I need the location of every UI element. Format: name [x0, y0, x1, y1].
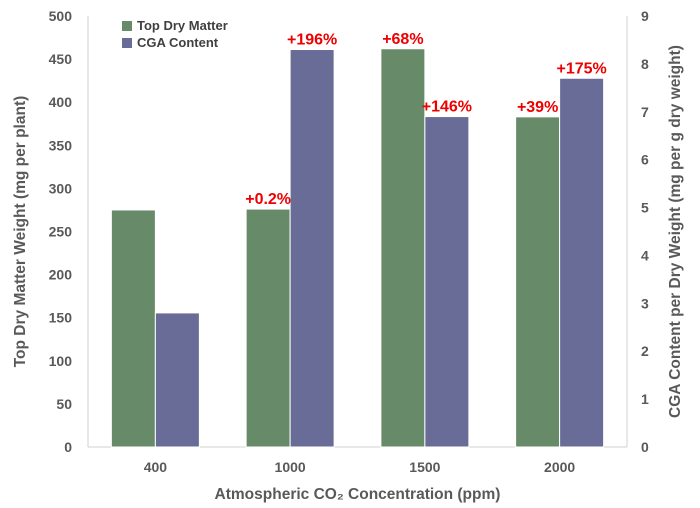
y2-tick-label: 1	[641, 391, 649, 407]
bar-top-dry-matter	[515, 116, 561, 448]
y-tick-label: 450	[49, 51, 73, 67]
bar-annotation: +146%	[422, 99, 472, 116]
bar-annotation: +0.2%	[245, 191, 291, 208]
x-tick-label: 1500	[409, 459, 440, 475]
legend: Top Dry Matter CGA Content	[122, 18, 228, 50]
x-axis-title: Atmospheric CO₂ Concentration (ppm)	[215, 486, 501, 503]
y2-tick-label: 7	[641, 104, 649, 120]
bars-group	[110, 48, 605, 448]
bar-top-dry-matter	[110, 209, 156, 448]
y-tick-label: 350	[49, 137, 73, 153]
bar-cga-content	[559, 77, 605, 448]
legend-label: Top Dry Matter	[137, 18, 228, 33]
bar-annotation: +196%	[287, 32, 337, 49]
y2-tick-label: 4	[641, 247, 649, 263]
y-tick-label: 100	[49, 353, 73, 369]
y2-tick-label: 8	[641, 56, 649, 72]
y2-axis-title: CGA Content per Dry Weight (mg per g dry…	[667, 45, 684, 418]
bar-cga-content	[424, 116, 470, 448]
legend-swatch	[122, 21, 132, 31]
x-tick-label: 400	[144, 459, 168, 475]
bar-annotation: +39%	[517, 99, 558, 116]
y-tick-label: 400	[49, 94, 73, 110]
y-tick-label: 150	[49, 310, 73, 326]
y2-tick-label: 3	[641, 295, 649, 311]
right-axis-ticks: 0 1 2 3 4 5 6 7 8 9	[641, 8, 649, 455]
y2-tick-label: 9	[641, 8, 649, 24]
y2-tick-label: 5	[641, 200, 649, 216]
bar-cga-content	[154, 312, 200, 448]
y2-tick-label: 2	[641, 343, 649, 359]
bar-annotation: +68%	[382, 31, 423, 48]
y2-tick-label: 0	[641, 439, 649, 455]
y-tick-label: 500	[49, 8, 73, 24]
left-axis-ticks: 0 50 100 150 200 250 300 350 400 450 500	[49, 8, 73, 455]
y-axis-title: Top Dry Matter Weight (mg per plant)	[12, 96, 29, 368]
y2-tick-label: 6	[641, 152, 649, 168]
x-tick-label: 1000	[275, 459, 306, 475]
x-axis-ticks: 400 1000 1500 2000	[144, 459, 576, 475]
y-tick-label: 0	[64, 439, 72, 455]
x-tick-label: 2000	[544, 459, 575, 475]
y-tick-label: 300	[49, 180, 73, 196]
y-tick-label: 250	[49, 224, 73, 240]
bar-top-dry-matter	[245, 208, 291, 448]
legend-swatch	[122, 38, 132, 48]
bar-annotation: +175%	[556, 60, 606, 77]
bar-cga-content	[289, 49, 335, 448]
y-tick-label: 50	[56, 396, 72, 412]
bar-top-dry-matter	[380, 48, 426, 448]
y-tick-label: 200	[49, 267, 73, 283]
legend-label: CGA Content	[137, 35, 219, 50]
annotations-group: +0.2% +196% +68% +146% +39% +175%	[245, 31, 607, 208]
